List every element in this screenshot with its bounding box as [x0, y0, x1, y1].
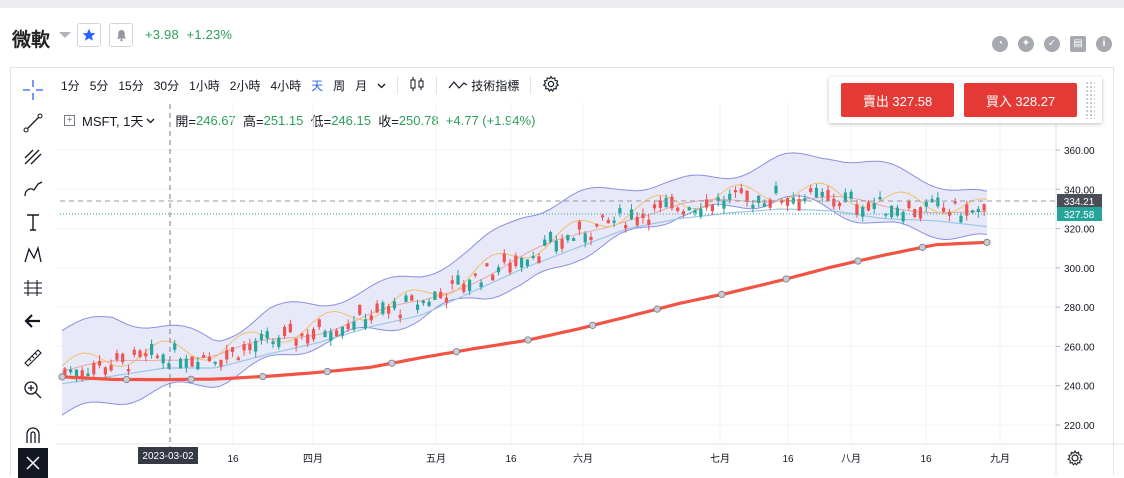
ruler-tool[interactable]: [18, 343, 48, 373]
tf-5m[interactable]: 5分: [89, 78, 109, 93]
projection-icon: [24, 280, 42, 296]
watchlist-star-button[interactable]: [77, 23, 101, 47]
chevron-down-icon[interactable]: [146, 118, 155, 124]
pattern-icon: [24, 245, 42, 263]
timeframe-bar: 1分 5分 15分 30分 1小時 2小時 4小時 天 周 月 技術指標: [56, 68, 826, 102]
candles-icon: [410, 76, 424, 91]
sell-button[interactable]: 賣出 327.58: [841, 83, 954, 117]
text-tool[interactable]: [18, 207, 48, 237]
scissors-icon: [26, 456, 40, 470]
zoom-icon: [24, 381, 42, 399]
clock-icon[interactable]: ✓: [1044, 36, 1060, 52]
top-strip: [0, 0, 1124, 8]
legend-symbol[interactable]: MSFT, 1天: [82, 114, 144, 129]
indicators-button[interactable]: 技術指標: [443, 77, 524, 94]
tf-4h[interactable]: 4小時: [270, 78, 302, 93]
settings-button[interactable]: [537, 74, 565, 96]
close-label: 收=: [378, 114, 399, 129]
magnet-tool[interactable]: [18, 420, 48, 450]
chevron-down-icon: [377, 83, 386, 89]
tf-week[interactable]: 周: [333, 78, 346, 93]
zoom-tool[interactable]: [18, 375, 48, 405]
tf-2h[interactable]: 2小時: [229, 78, 261, 93]
toolbar-divider: [397, 76, 399, 94]
arrow-left-icon: [24, 314, 40, 328]
text-icon: [27, 214, 39, 231]
high-label: 高=: [243, 114, 264, 129]
price-change: +3.98 +1.23%: [145, 27, 232, 42]
chart-type-button[interactable]: [404, 76, 430, 95]
compass-icon[interactable]: ✦: [1018, 36, 1034, 52]
indicators-label: 技術指標: [471, 78, 520, 93]
star-icon: [82, 28, 96, 41]
change-pct: +1.23%: [186, 27, 233, 42]
legend-toggle-icon[interactable]: +: [64, 115, 75, 126]
tf-more-dropdown[interactable]: [372, 78, 391, 92]
tf-30m[interactable]: 30分: [153, 78, 180, 93]
alert-bell-button[interactable]: [109, 23, 133, 47]
fib-tool[interactable]: [18, 141, 48, 171]
toolbar-divider: [436, 76, 438, 94]
drag-handle[interactable]: [1085, 81, 1095, 119]
trendline-icon: [23, 113, 43, 133]
tf-day[interactable]: 天: [311, 78, 324, 93]
header-icons: ◔ ✦ ✓ ▤ i: [992, 36, 1112, 52]
gear-icon: [543, 74, 560, 92]
calendar-icon[interactable]: ▤: [1070, 36, 1086, 52]
brush-icon: [24, 181, 43, 197]
symbol-title: 微軟: [12, 30, 51, 51]
info-icon[interactable]: i: [1096, 36, 1112, 52]
buy-button[interactable]: 買入 328.27: [964, 83, 1077, 117]
brush-tool[interactable]: [18, 174, 48, 204]
open-value: 246.67: [196, 113, 236, 128]
change-value: +4.77 (+1.94%): [445, 113, 536, 128]
indicator-wave-icon: [448, 81, 468, 89]
pie-chart-icon[interactable]: ◔: [992, 36, 1008, 52]
close-value: 250.78: [398, 113, 439, 128]
magnet-icon: [26, 427, 40, 443]
trade-panel: 賣出 327.58 買入 328.27: [829, 77, 1102, 123]
crosshair-icon: [23, 80, 43, 100]
tf-1m[interactable]: 1分: [61, 78, 80, 93]
drawing-toolbar: [10, 68, 56, 478]
change-abs: +3.98: [145, 27, 179, 42]
pattern-tool[interactable]: [18, 240, 48, 270]
high-value: 251.15: [263, 113, 304, 128]
symbol-dropdown-caret[interactable]: [59, 32, 71, 38]
trendline-tool[interactable]: [18, 108, 48, 138]
crosshair-tool[interactable]: [18, 75, 48, 105]
open-label: 開=: [175, 114, 196, 129]
ruler-icon: [24, 349, 42, 367]
bell-icon: [116, 29, 126, 41]
tf-15m[interactable]: 15分: [118, 78, 144, 93]
back-tool[interactable]: [18, 306, 48, 336]
tf-1h[interactable]: 1小時: [189, 78, 220, 93]
low-value: 246.15: [331, 113, 371, 128]
toolbar-divider: [530, 76, 532, 94]
measure-tool[interactable]: [18, 273, 48, 303]
ohlc-legend: + MSFT, 1天 開= 246.67 高= 251.15 低= 246.15 收=…: [64, 111, 535, 130]
symbol-header: 微軟 +3.98 +1.23% ◔ ✦ ✓ ▤ i: [0, 8, 1124, 64]
low-label: 低=: [310, 114, 332, 129]
lock-tool[interactable]: [18, 448, 48, 478]
pitchfork-icon: [24, 149, 42, 165]
tf-month[interactable]: 月: [355, 78, 368, 93]
